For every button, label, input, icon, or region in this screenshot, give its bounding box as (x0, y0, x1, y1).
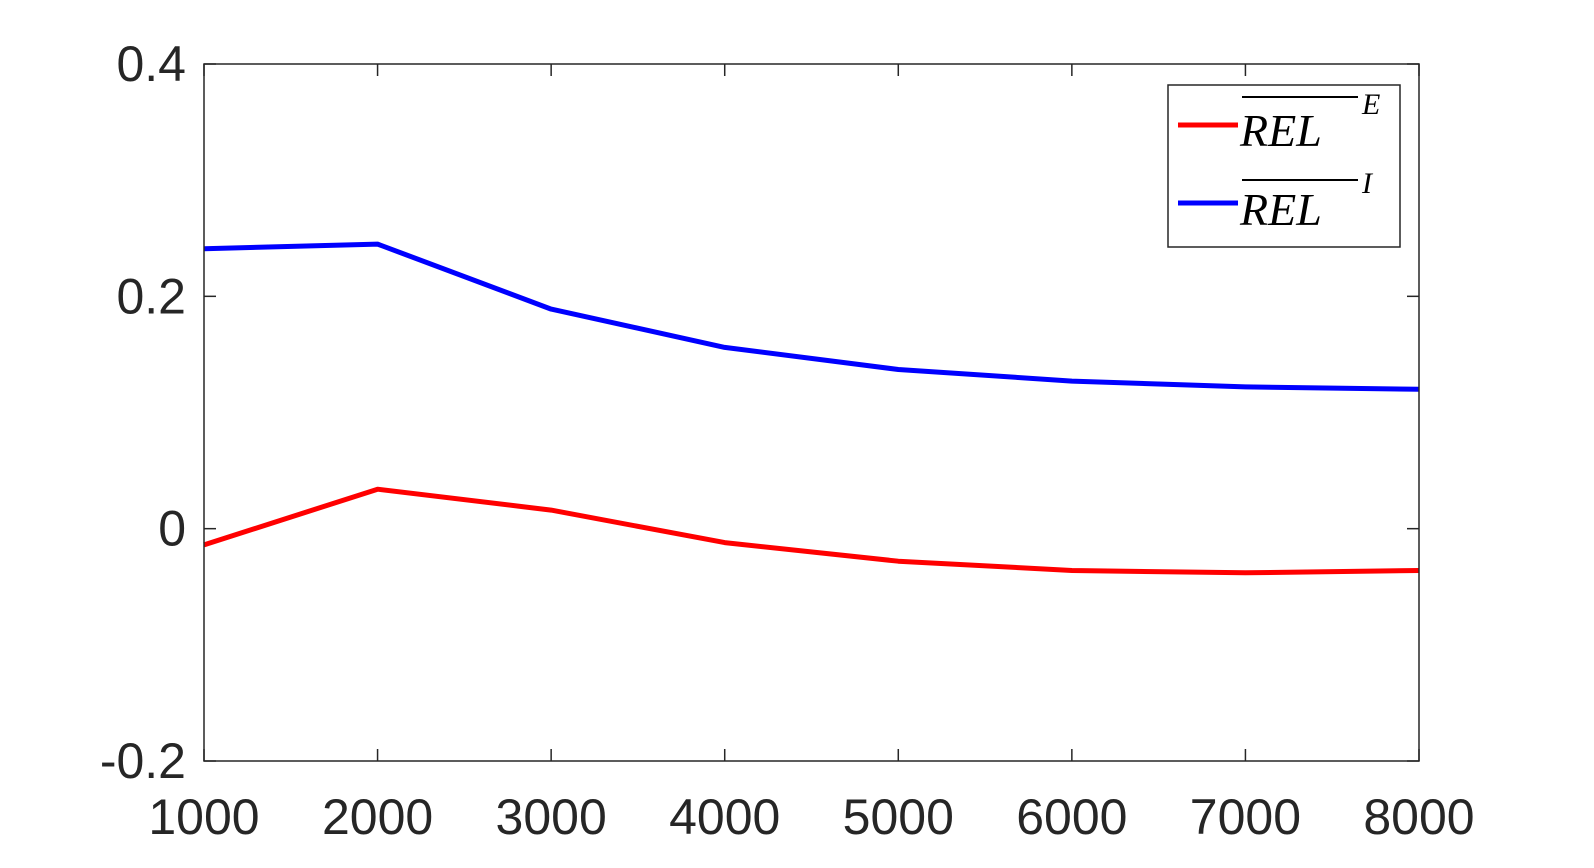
y-tick-label: -0.2 (100, 733, 186, 789)
legend-label-series-2: REL (1239, 184, 1322, 235)
series-line-2 (203, 241, 1420, 392)
legend-label-series-1: REL (1239, 105, 1322, 156)
x-tick-label: 1000 (148, 789, 259, 845)
x-tick-label: 3000 (496, 789, 607, 845)
series-layer (203, 241, 1420, 576)
x-tick-label: 6000 (1016, 789, 1127, 845)
series-line-1 (203, 486, 1420, 576)
y-tick-label: 0.4 (116, 36, 186, 92)
y-tick-label: 0 (158, 501, 186, 557)
axes-frame (203, 63, 1420, 762)
legend-superscript-series-2: I (1361, 167, 1374, 200)
axis-layer: 1000 2000 3000 4000 5000 6000 7000 8000 -0.2 0 0.2… (100, 36, 1475, 845)
legend: REL E REL I (1167, 84, 1401, 248)
y-tick-label: 0.2 (116, 268, 186, 324)
x-tick-label: 5000 (843, 789, 954, 845)
x-tick-label: 8000 (1363, 789, 1474, 845)
x-tick-label: 7000 (1190, 789, 1301, 845)
legend-superscript-series-1: E (1361, 88, 1380, 121)
x-tick-label: 2000 (322, 789, 433, 845)
legend-box (1167, 84, 1401, 248)
x-tick-label: 4000 (669, 789, 780, 845)
